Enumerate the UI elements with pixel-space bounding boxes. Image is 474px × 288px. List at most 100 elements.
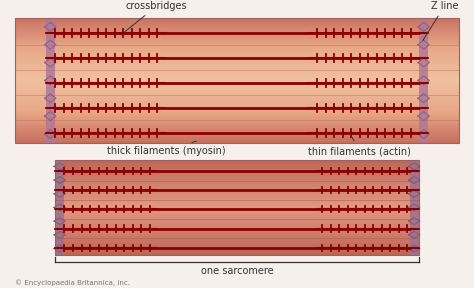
Bar [55, 244, 419, 246]
Bar [15, 122, 459, 124]
Bar [15, 112, 459, 114]
Bar [15, 114, 459, 116]
Bar [15, 37, 459, 39]
Bar [15, 24, 459, 26]
Bar [15, 82, 459, 85]
Bar [55, 232, 419, 233]
Bar [15, 101, 459, 103]
Bar [55, 214, 419, 215]
Bar [55, 180, 419, 182]
Bar [15, 130, 459, 132]
Bar [15, 137, 459, 139]
Bar [55, 198, 419, 200]
Bar [55, 252, 419, 254]
Bar [55, 239, 419, 241]
Text: one sarcomere: one sarcomere [201, 266, 273, 276]
Bar [55, 171, 419, 172]
Text: Z line: Z line [423, 1, 458, 41]
Bar [55, 161, 419, 163]
Bar [55, 247, 419, 249]
Bar [15, 62, 459, 64]
Text: crossbridges: crossbridges [121, 1, 188, 35]
Bar [55, 203, 419, 204]
Bar [55, 166, 419, 168]
Bar [46, 18, 55, 143]
Bar [15, 18, 459, 20]
Bar [15, 26, 459, 28]
Text: thick filaments (myosin): thick filaments (myosin) [107, 141, 226, 156]
Bar [55, 160, 419, 255]
Bar [55, 183, 419, 185]
Bar [15, 134, 459, 137]
Bar [55, 169, 419, 171]
Bar [15, 80, 459, 82]
Bar [55, 212, 419, 214]
Bar [15, 66, 459, 68]
Bar [15, 22, 459, 24]
Bar [15, 89, 459, 91]
Bar [55, 201, 419, 203]
Bar [55, 246, 419, 247]
Bar [15, 72, 459, 74]
Bar [15, 78, 459, 80]
Bar [55, 219, 419, 220]
Bar [55, 177, 419, 179]
Bar [15, 28, 459, 31]
Bar [15, 18, 459, 143]
Bar [15, 139, 459, 141]
Bar [55, 251, 419, 252]
Bar [15, 91, 459, 93]
Bar [55, 174, 419, 175]
Bar [55, 241, 419, 242]
Bar [55, 211, 419, 212]
Bar [15, 68, 459, 70]
Bar [55, 242, 419, 244]
Bar [15, 31, 459, 33]
Bar [15, 141, 459, 143]
Bar [15, 118, 459, 120]
Bar [15, 128, 459, 130]
Bar [15, 51, 459, 53]
Bar [55, 207, 419, 209]
Bar [410, 160, 419, 255]
Bar [55, 185, 419, 187]
Bar [15, 47, 459, 49]
Bar [55, 200, 419, 201]
Bar [55, 227, 419, 228]
Bar [15, 124, 459, 126]
Bar [55, 254, 419, 255]
Bar [55, 195, 419, 196]
Bar [55, 175, 419, 177]
Bar [55, 217, 419, 219]
Bar [15, 39, 459, 41]
Bar [55, 236, 419, 238]
Bar [55, 235, 419, 236]
Bar [15, 33, 459, 35]
Bar [15, 126, 459, 128]
Bar [15, 58, 459, 60]
Bar [15, 55, 459, 58]
Bar [15, 70, 459, 72]
Bar [15, 35, 459, 37]
Bar [55, 209, 419, 211]
Bar [55, 192, 419, 193]
Bar [15, 49, 459, 51]
Text: © Encyclopaedia Britannica, Inc.: © Encyclopaedia Britannica, Inc. [15, 279, 130, 286]
Bar [55, 182, 419, 183]
Bar [55, 163, 419, 164]
Bar [15, 64, 459, 66]
Bar [55, 160, 64, 255]
Bar [55, 222, 419, 223]
Bar [15, 85, 459, 87]
Bar [55, 220, 419, 222]
Bar [15, 120, 459, 122]
Bar [55, 193, 419, 195]
Bar [55, 164, 419, 166]
Bar [55, 196, 419, 198]
Bar [55, 233, 419, 235]
Bar [55, 215, 419, 217]
Bar [15, 41, 459, 43]
Bar [55, 179, 419, 180]
Bar [55, 168, 419, 169]
Bar [15, 43, 459, 45]
